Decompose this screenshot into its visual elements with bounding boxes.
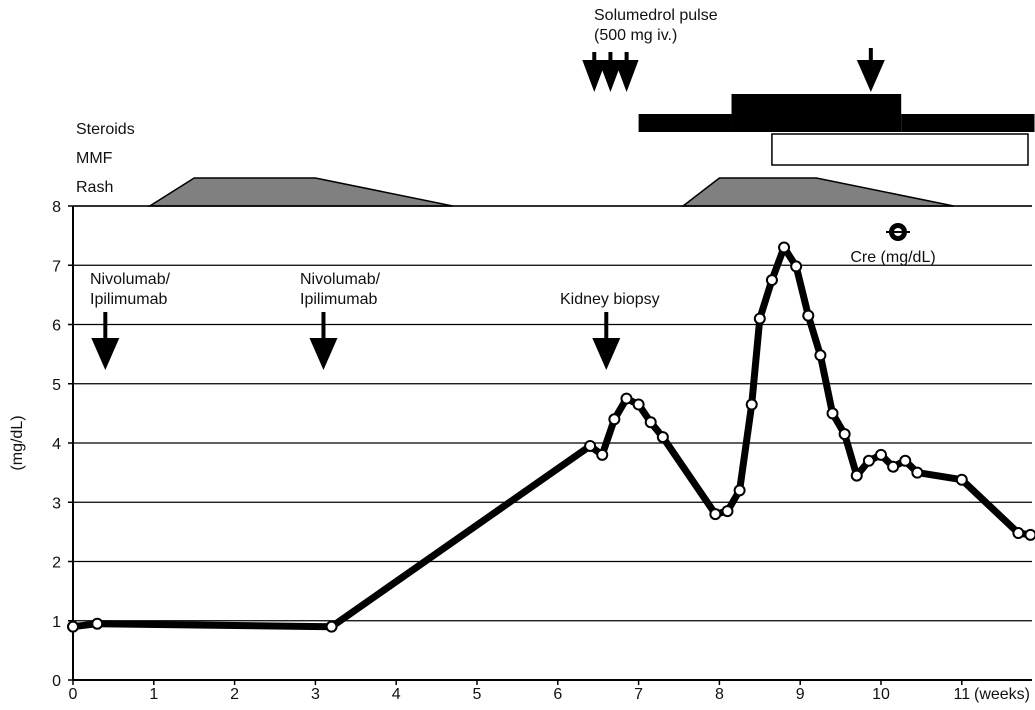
x-tick-label: 8 [715,686,724,703]
data-point [850,469,863,482]
x-tick-label: 9 [796,686,805,703]
mmf-bar [771,133,1029,166]
x-axis-unit: (weeks) [974,686,1030,703]
data-point [584,439,597,452]
pulse-label: Solumedrol pulse [594,7,718,24]
legend-label: Cre (mg/dL) [850,249,935,266]
data-point [632,398,645,411]
y-tick-label: 7 [52,258,61,275]
data-point [644,416,657,429]
data-point [67,620,79,633]
y-tick-label: 5 [52,377,61,394]
data-point [608,413,621,426]
x-tick-labels: 0 1 2 3 4 5 6 7 8 9 10 11 [69,680,970,703]
data-point [911,466,924,479]
x-tick-label: 5 [473,686,482,703]
y-tick-label: 6 [52,318,61,335]
x-tick-label: 0 [69,686,78,703]
data-point [709,508,722,521]
late-arrow-head [856,60,885,92]
x-tick-label: 6 [553,686,562,703]
data-point [838,428,851,441]
data-point [955,473,968,486]
y-axis-label: (mg/dL) [9,415,26,470]
dose-1-label: Nivolumab/ [90,271,171,288]
pulse-arrow-head [598,60,623,92]
grid-lines [73,205,1032,622]
data-point [325,620,338,633]
creatinine-series [67,241,1035,633]
biopsy-arrow-head [592,338,621,370]
data-point [596,448,609,461]
data-point [1012,527,1025,540]
x-tick-label: 1 [149,686,158,703]
x-tick-label: 10 [872,686,890,703]
data-point [620,392,633,405]
data-point [765,274,778,287]
pulse-label: (500 mg iv.) [594,27,677,44]
data-point [862,454,875,467]
data-point [826,407,839,420]
annotations: Nivolumab/Ipilimumab Nivolumab/Ipilimumab… [90,7,936,370]
data-point [778,241,791,254]
y-tick-label: 4 [52,436,61,453]
row-label-steroids: Steroids [76,121,135,138]
y-tick-label: 8 [52,199,61,216]
steroid-bar-high [731,94,902,132]
treatment-timeline: Steroids MMF Rash [73,94,1035,207]
x-tick-label: 4 [392,686,401,703]
biopsy-label: Kidney biopsy [560,291,660,308]
data-point [814,349,827,362]
rash-shape [680,177,954,207]
data-point [899,454,912,467]
series-line [69,244,1034,631]
y-tick-label: 2 [52,555,61,572]
y-tick-label: 3 [52,495,61,512]
row-label-rash: Rash [76,179,113,196]
rash-shape [147,177,453,207]
dose-1-arrow-head [91,338,120,370]
y-tick-labels: 0 1 2 3 4 5 6 7 8 [52,199,73,690]
x-tick-label: 7 [634,686,643,703]
data-point [1024,528,1035,541]
y-tick-label: 0 [52,673,61,690]
y-tick-label: 1 [52,614,61,631]
data-point [887,460,900,473]
dose-1-label: Ipilimumab [90,291,167,308]
data-point [875,448,887,461]
data-point [91,617,104,630]
pulse-arrow-head [614,60,639,92]
steroid-bar-low [901,114,1035,132]
data-point [656,431,669,444]
pulse-arrow-head [582,60,607,92]
dose-2-label: Ipilimumab [300,291,377,308]
x-tick-label: 3 [311,686,320,703]
data-point [753,312,766,325]
data-point [745,398,758,411]
dose-2-arrow-head [309,338,338,370]
x-tick-label: 2 [230,686,239,703]
row-label-mmf: MMF [76,150,113,167]
data-point [733,484,746,497]
data-point [721,505,734,518]
x-tick-label: 11 [953,686,970,703]
data-point [802,309,815,322]
data-point [790,260,803,273]
steroid-bar-low [638,114,732,132]
dose-2-label: Nivolumab/ [300,271,381,288]
